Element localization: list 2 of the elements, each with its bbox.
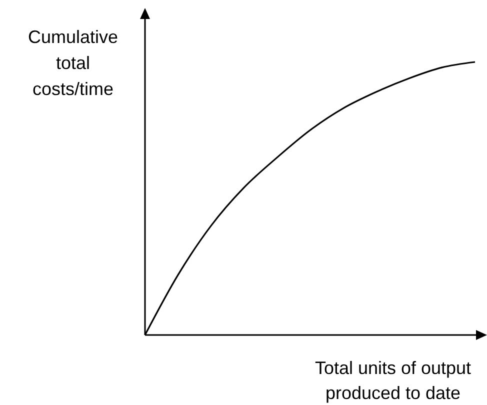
y-axis-title: Cumulative total costs/time bbox=[28, 27, 118, 99]
x-axis-title: Total units of output produced to date bbox=[314, 358, 472, 403]
